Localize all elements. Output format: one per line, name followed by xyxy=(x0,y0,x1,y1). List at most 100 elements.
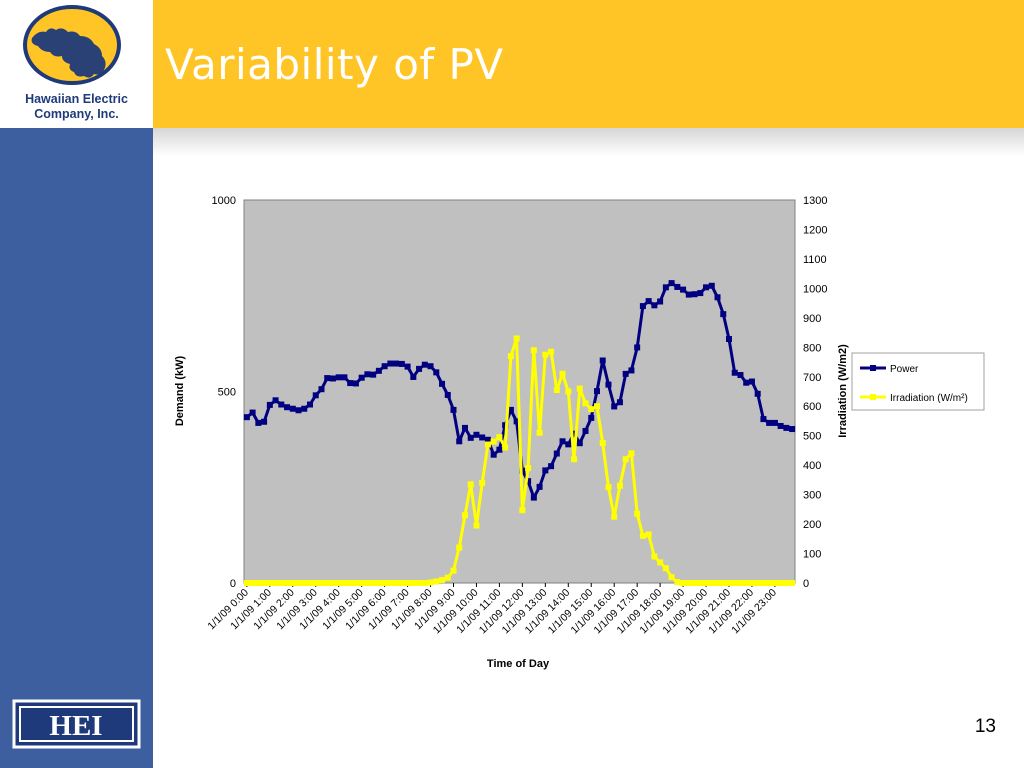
data-point xyxy=(685,291,692,298)
data-point xyxy=(456,544,463,551)
company-name: Hawaiian Electric Company, Inc. xyxy=(0,92,153,122)
data-point xyxy=(657,559,664,566)
data-point xyxy=(255,580,262,586)
data-point xyxy=(680,580,687,586)
data-point xyxy=(416,365,423,372)
data-point xyxy=(381,363,388,370)
data-point xyxy=(651,553,658,560)
data-point xyxy=(674,283,681,290)
data-point xyxy=(593,388,600,395)
data-point xyxy=(714,580,721,586)
left-tick-label: 1000 xyxy=(212,195,236,207)
data-point xyxy=(404,580,411,586)
data-point xyxy=(789,580,796,586)
data-point xyxy=(341,374,348,381)
left-axis-label: Demand (kW) xyxy=(174,356,186,427)
data-point xyxy=(697,580,704,586)
data-point xyxy=(548,348,555,355)
data-point xyxy=(278,401,285,408)
right-tick-label: 800 xyxy=(803,342,821,354)
data-point xyxy=(662,565,669,572)
data-point xyxy=(720,311,727,318)
series-irradiation xyxy=(243,335,796,586)
data-point xyxy=(484,441,491,448)
data-point xyxy=(616,482,623,489)
data-point xyxy=(731,580,738,586)
data-point xyxy=(444,391,451,398)
legend-entry: Power xyxy=(890,364,919,375)
data-point xyxy=(634,344,641,351)
data-point xyxy=(416,580,423,586)
data-point xyxy=(536,429,543,436)
data-point xyxy=(352,580,359,586)
data-point xyxy=(461,512,468,519)
data-point xyxy=(479,479,486,486)
legend: Power Irradiation (W/m²) xyxy=(851,352,985,411)
data-point xyxy=(284,580,291,586)
right-axis-ticks: 0 100 200 300 400 500 600 700 800 900 1000 1100 1200… xyxy=(803,195,827,590)
logo-area: Hawaiian Electric Company, Inc. xyxy=(0,0,153,128)
data-point xyxy=(542,351,549,358)
data-point xyxy=(249,409,256,416)
data-point xyxy=(771,580,778,586)
data-point xyxy=(697,290,704,297)
data-point xyxy=(324,375,331,382)
data-point xyxy=(668,280,675,287)
legend-swatch-marker xyxy=(870,394,876,400)
data-point xyxy=(404,363,411,370)
data-point xyxy=(496,434,503,441)
data-point xyxy=(691,580,698,586)
x-axis-ticks: 1/1/09 0:001/1/09 1:001/1/09 2:001/1/09 … xyxy=(205,583,779,636)
data-point xyxy=(553,450,560,457)
data-point xyxy=(307,580,314,586)
hawaiian-electric-logo xyxy=(23,5,121,85)
data-point xyxy=(737,372,744,379)
data-point xyxy=(444,574,451,581)
data-point xyxy=(754,580,761,586)
data-point xyxy=(410,580,417,586)
right-tick-label: 100 xyxy=(803,549,821,561)
right-tick-label: 300 xyxy=(803,490,821,502)
data-point xyxy=(599,440,606,447)
data-point xyxy=(703,580,710,586)
right-tick-label: 700 xyxy=(803,372,821,384)
data-point xyxy=(593,403,600,410)
data-point xyxy=(611,403,618,410)
data-point xyxy=(645,298,652,305)
data-point xyxy=(301,405,308,412)
data-point xyxy=(725,580,732,586)
data-point xyxy=(571,430,578,437)
right-tick-label: 1100 xyxy=(803,254,827,266)
data-point xyxy=(272,580,279,586)
data-point xyxy=(289,405,296,412)
data-point xyxy=(278,580,285,586)
data-point xyxy=(777,422,784,429)
data-point xyxy=(450,567,457,574)
data-point xyxy=(450,406,457,413)
data-point xyxy=(490,438,497,445)
data-point xyxy=(639,532,646,539)
data-point xyxy=(737,580,744,586)
right-tick-label: 600 xyxy=(803,401,821,413)
data-point xyxy=(657,298,664,305)
data-point xyxy=(398,360,405,367)
data-point xyxy=(318,580,325,586)
data-point xyxy=(473,431,480,438)
header-shadow xyxy=(153,128,1024,156)
company-name-line2: Company, Inc. xyxy=(34,107,119,121)
data-point xyxy=(783,424,790,431)
data-point xyxy=(685,580,692,586)
data-point xyxy=(559,438,566,445)
data-point xyxy=(720,580,727,586)
data-point xyxy=(530,347,537,354)
data-point xyxy=(484,436,491,443)
data-point xyxy=(639,303,646,310)
data-point xyxy=(427,579,434,586)
data-point xyxy=(439,577,446,584)
data-point xyxy=(364,371,371,378)
data-point xyxy=(766,419,773,426)
data-point xyxy=(312,580,319,586)
data-point xyxy=(628,450,635,457)
hei-logo-text: HEI xyxy=(49,710,102,742)
data-point xyxy=(266,580,273,586)
